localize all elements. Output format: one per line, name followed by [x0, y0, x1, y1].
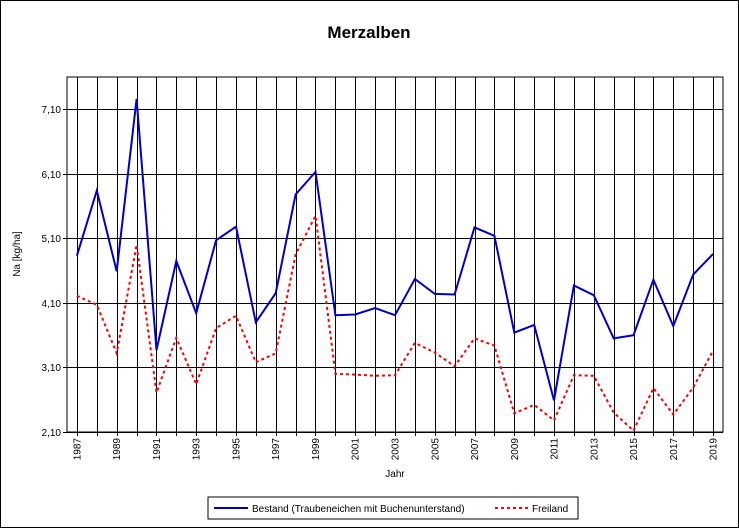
series-line-freiland — [76, 212, 714, 433]
x-tick-label: 2019 — [709, 438, 720, 461]
y-tick-label: 3,10 — [42, 363, 62, 374]
x-tick-label: 2017 — [669, 438, 680, 461]
x-tick-label: 2015 — [629, 438, 640, 461]
x-tick-label: 1993 — [192, 438, 203, 461]
x-tick-label: 2001 — [351, 438, 362, 461]
x-tick-label: 2005 — [430, 438, 441, 461]
y-tick-label: 5,10 — [42, 234, 62, 245]
y-tick-label: 6,10 — [42, 170, 62, 181]
x-tick-label: 1987 — [72, 438, 83, 461]
series-line-bestand — [75, 98, 714, 401]
legend-label-freiland: Freiland — [532, 504, 568, 515]
legend-box — [207, 496, 579, 520]
x-tick-label: 1999 — [311, 438, 322, 461]
y-tick-label: 4,10 — [42, 299, 62, 310]
legend: Bestand (Traubeneichen mit Buchenunterst… — [207, 496, 579, 520]
x-tick-label: 1989 — [112, 438, 123, 461]
x-tick-label: 2009 — [510, 438, 521, 461]
x-tick-label: 2003 — [391, 438, 402, 461]
x-tick-label: 1997 — [271, 438, 282, 461]
chart-title: Merzalben — [327, 23, 410, 42]
x-tick-label: 1995 — [231, 438, 242, 461]
x-tick-label: 2007 — [470, 438, 481, 461]
legend-label-bestand: Bestand (Traubeneichen mit Buchenunterst… — [252, 504, 465, 515]
series-lines — [75, 98, 714, 433]
y-axis-ticks: 2,10 3,10 4,10 5,10 6,10 7,10 — [42, 105, 67, 439]
y-axis-label: Na [kg/ha] — [12, 231, 23, 277]
x-tick-label: 2011 — [550, 438, 561, 460]
x-axis-ticks: 1987 1989 1991 1993 1995 1997 1999 2001 2003 2005… — [72, 432, 720, 461]
y-tick-label: 2,10 — [42, 428, 62, 439]
x-axis-label: Jahr — [385, 469, 405, 480]
y-tick-label: 7,10 — [42, 105, 62, 116]
x-tick-label: 1991 — [152, 438, 163, 461]
x-tick-label: 2013 — [589, 438, 600, 461]
